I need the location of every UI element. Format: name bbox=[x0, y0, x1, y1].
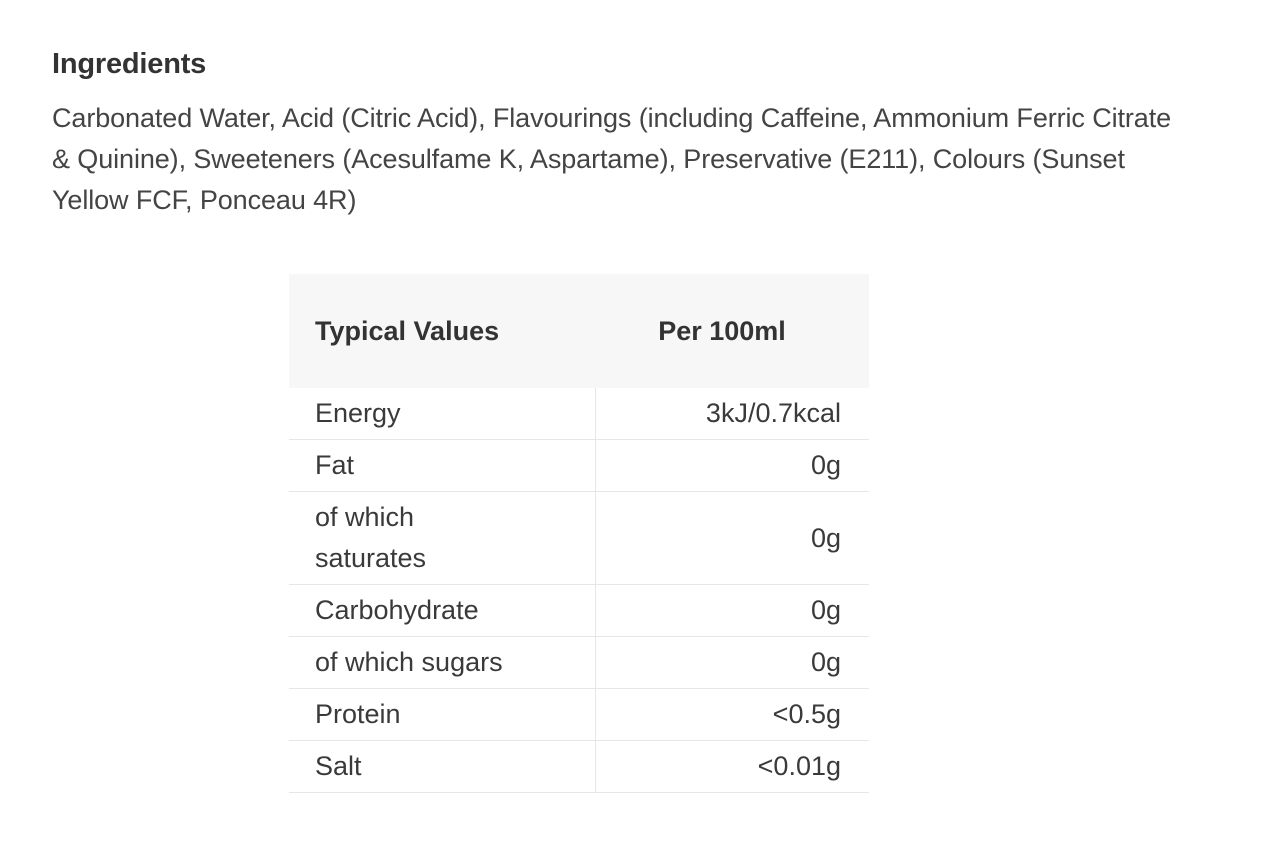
ingredients-text: Carbonated Water, Acid (Citric Acid), Fl… bbox=[52, 103, 1172, 215]
row-value-fat: 0g bbox=[595, 439, 869, 492]
table-row: of which sugars 0g bbox=[289, 636, 869, 689]
saturates-label-text: of which saturates bbox=[315, 502, 427, 573]
row-label-energy: Energy bbox=[289, 388, 596, 440]
header-typical-values: Typical Values bbox=[289, 274, 595, 388]
row-label-carbohydrate: Carbohydrate bbox=[289, 584, 596, 637]
row-label-fat: Fat bbox=[289, 439, 596, 492]
table-row: Energy 3kJ/0.7kcal bbox=[289, 388, 869, 440]
row-label-salt: Salt bbox=[289, 740, 596, 793]
table-row: Carbohydrate 0g bbox=[289, 584, 869, 637]
row-value-saturates: 0g bbox=[595, 491, 869, 585]
header-per-100ml: Per 100ml bbox=[595, 274, 869, 388]
row-value-energy: 3kJ/0.7kcal bbox=[595, 388, 869, 440]
nutrition-header-row: Typical Values Per 100ml bbox=[289, 274, 869, 388]
row-value-salt: <0.01g bbox=[595, 740, 869, 793]
ingredients-heading: Ingredients bbox=[52, 48, 207, 80]
row-value-carbohydrate: 0g bbox=[595, 584, 869, 637]
row-value-protein: <0.5g bbox=[595, 688, 869, 741]
table-row: Protein <0.5g bbox=[289, 688, 869, 741]
table-row: of which saturates 0g bbox=[289, 491, 869, 585]
table-row: Salt <0.01g bbox=[289, 740, 869, 793]
row-label-saturates: of which saturates bbox=[289, 491, 596, 585]
row-label-sugars: of which sugars bbox=[289, 636, 596, 689]
row-label-protein: Protein bbox=[289, 688, 596, 741]
row-value-sugars: 0g bbox=[595, 636, 869, 689]
nutrition-table: Typical Values Per 100ml Energy 3kJ/0.7k… bbox=[289, 274, 869, 793]
ingredients-section: Ingredients Carbonated Water, Acid (Citr… bbox=[52, 44, 1232, 221]
table-row: Fat 0g bbox=[289, 439, 869, 492]
